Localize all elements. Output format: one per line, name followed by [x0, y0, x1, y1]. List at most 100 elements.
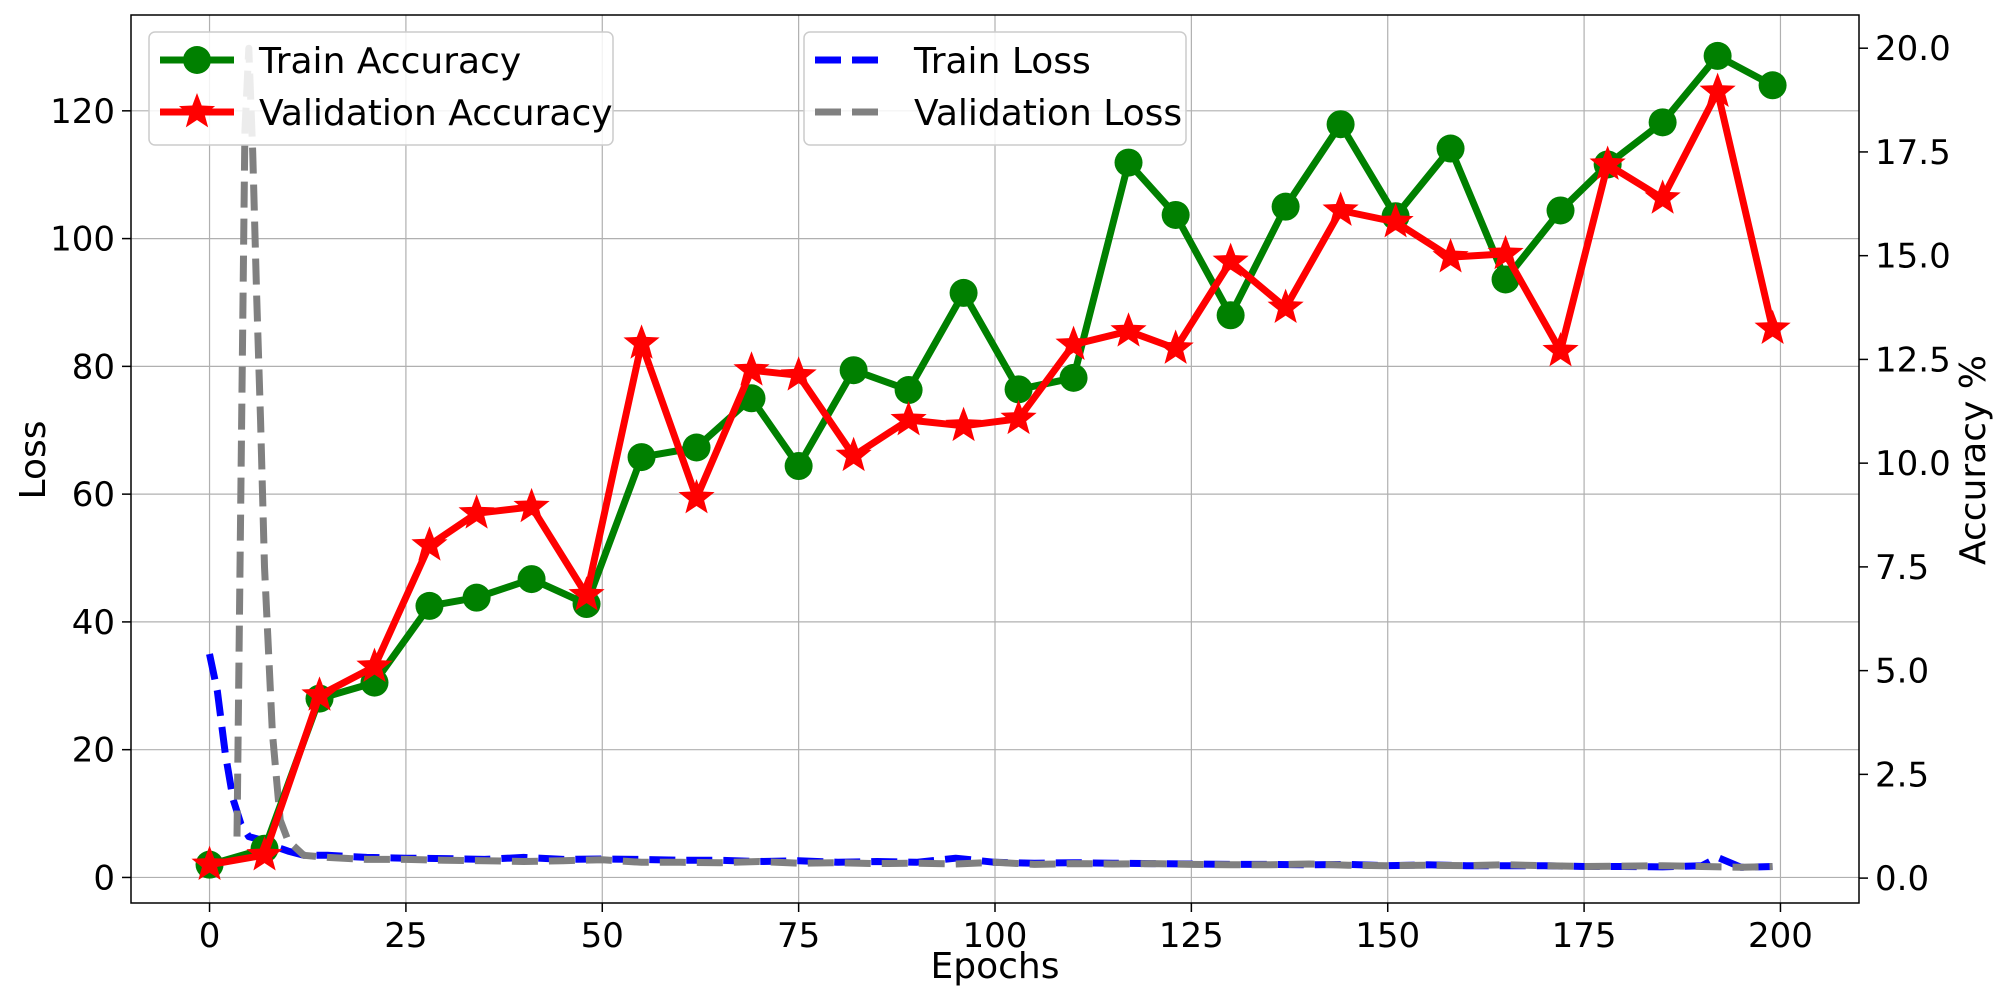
point-train-accuracy	[1161, 200, 1190, 229]
point-validation-accuracy	[1487, 234, 1524, 270]
x-tick-label: 50	[581, 916, 624, 956]
right-tick-label: 17.5	[1875, 133, 1951, 173]
point-validation-accuracy	[1055, 325, 1092, 361]
point-validation-accuracy	[411, 526, 448, 561]
point-validation-accuracy	[1542, 332, 1579, 367]
series-line-validation-accuracy	[208, 88, 1777, 869]
loss-legend-box	[803, 31, 1187, 146]
point-validation-accuracy	[513, 487, 550, 523]
left-tick-label: 100	[50, 220, 115, 260]
point-train-accuracy	[1216, 301, 1245, 330]
right-tick-label: 20.0	[1875, 29, 1951, 69]
point-train-accuracy	[1114, 148, 1143, 177]
point-validation-accuracy	[1267, 288, 1304, 323]
series-line-validation-loss	[233, 44, 1773, 871]
x-tick-label: 175	[1552, 916, 1617, 956]
series-validation-loss	[233, 44, 1773, 871]
series-line-train-accuracy	[208, 52, 1775, 869]
point-validation-accuracy	[568, 576, 605, 611]
point-train-accuracy	[839, 356, 868, 385]
point-validation-accuracy	[458, 494, 495, 529]
point-validation-accuracy	[1000, 399, 1037, 435]
legend-label-train-accuracy: Train Accuracy	[258, 41, 521, 82]
point-train-accuracy	[784, 452, 813, 481]
point-train-accuracy	[415, 591, 444, 620]
right-tick-label: 7.5	[1875, 548, 1929, 588]
left-tick-label: 80	[72, 347, 115, 387]
point-validation-accuracy	[356, 647, 393, 682]
right-tick-label: 0.0	[1875, 859, 1929, 899]
point-train-accuracy	[1546, 196, 1575, 225]
loss-legend: Train Loss Validation Loss	[803, 31, 1187, 146]
plot-series	[191, 41, 1791, 881]
right-tick-label: 2.5	[1875, 755, 1929, 795]
left-tick-label: 20	[72, 731, 115, 771]
point-validation-accuracy	[1110, 312, 1147, 347]
point-train-accuracy	[1703, 41, 1732, 70]
legend-label-train-loss: Train Loss	[913, 41, 1091, 82]
point-validation-accuracy	[301, 676, 338, 711]
left-axis-title: Loss	[13, 421, 54, 500]
point-validation-accuracy	[1377, 202, 1414, 238]
point-train-accuracy	[1758, 71, 1787, 100]
right-tick-label: 10.0	[1875, 444, 1951, 484]
point-validation-accuracy	[1589, 145, 1626, 180]
point-train-accuracy	[1004, 375, 1033, 404]
series-train-accuracy	[195, 41, 1787, 879]
point-train-accuracy	[894, 376, 923, 405]
legend-marker-train-accuracy	[183, 46, 211, 74]
series-validation-accuracy	[191, 72, 1791, 881]
point-train-accuracy	[1059, 363, 1088, 392]
point-validation-accuracy	[1157, 329, 1194, 364]
right-axis-title: Accuracy %	[1953, 355, 1994, 565]
point-validation-accuracy	[191, 845, 228, 881]
point-train-accuracy	[1436, 134, 1465, 163]
series-train-loss	[206, 653, 1773, 871]
series-line-train-loss	[206, 653, 1773, 871]
right-tick-label: 15.0	[1875, 237, 1951, 277]
point-validation-accuracy	[1754, 309, 1791, 345]
point-train-accuracy	[682, 433, 711, 462]
point-train-accuracy	[1648, 108, 1677, 137]
right-tick-label: 5.0	[1875, 652, 1929, 692]
axis-ticks: 0 25 50 75 100 125 150 175 200 0 20 40 60 80 100 120 0.0…	[50, 29, 1951, 956]
point-train-accuracy	[517, 565, 546, 594]
point-validation-accuracy	[246, 836, 283, 871]
left-tick-label: 60	[72, 475, 115, 515]
x-tick-label: 200	[1748, 916, 1813, 956]
x-tick-label: 125	[1159, 916, 1224, 956]
legend-label-validation-accuracy: Validation Accuracy	[259, 93, 613, 134]
left-tick-label: 0	[93, 858, 115, 898]
x-tick-label: 25	[384, 916, 427, 956]
x-axis-title: Epochs	[931, 946, 1060, 987]
point-validation-accuracy	[733, 351, 770, 386]
point-validation-accuracy	[890, 401, 927, 436]
point-train-accuracy	[949, 278, 978, 307]
accuracy-legend: Train Accuracy Validation Accuracy	[148, 31, 614, 146]
accuracy-legend-box	[148, 31, 614, 146]
x-tick-label: 0	[199, 916, 221, 956]
point-train-accuracy	[627, 443, 656, 472]
x-tick-label: 150	[1355, 916, 1420, 956]
left-tick-label: 120	[50, 92, 115, 132]
point-validation-accuracy	[780, 356, 817, 391]
x-tick-label: 75	[777, 916, 820, 956]
point-validation-accuracy	[623, 324, 660, 359]
point-train-accuracy	[1326, 110, 1355, 139]
legend-marker-validation-accuracy	[178, 93, 216, 128]
point-validation-accuracy	[678, 478, 715, 514]
point-validation-accuracy	[1644, 179, 1681, 214]
point-train-accuracy	[462, 583, 491, 612]
left-tick-label: 40	[72, 603, 115, 643]
point-validation-accuracy	[835, 436, 872, 472]
point-validation-accuracy	[1432, 238, 1469, 273]
point-train-accuracy	[1271, 192, 1300, 221]
point-validation-accuracy	[1212, 242, 1249, 277]
grid	[131, 15, 1859, 903]
point-validation-accuracy	[1699, 72, 1736, 108]
point-validation-accuracy	[1322, 191, 1359, 226]
right-tick-label: 12.5	[1875, 340, 1951, 380]
legend-label-validation-loss: Validation Loss	[914, 93, 1182, 134]
x-tick-label: 100	[963, 916, 1028, 956]
